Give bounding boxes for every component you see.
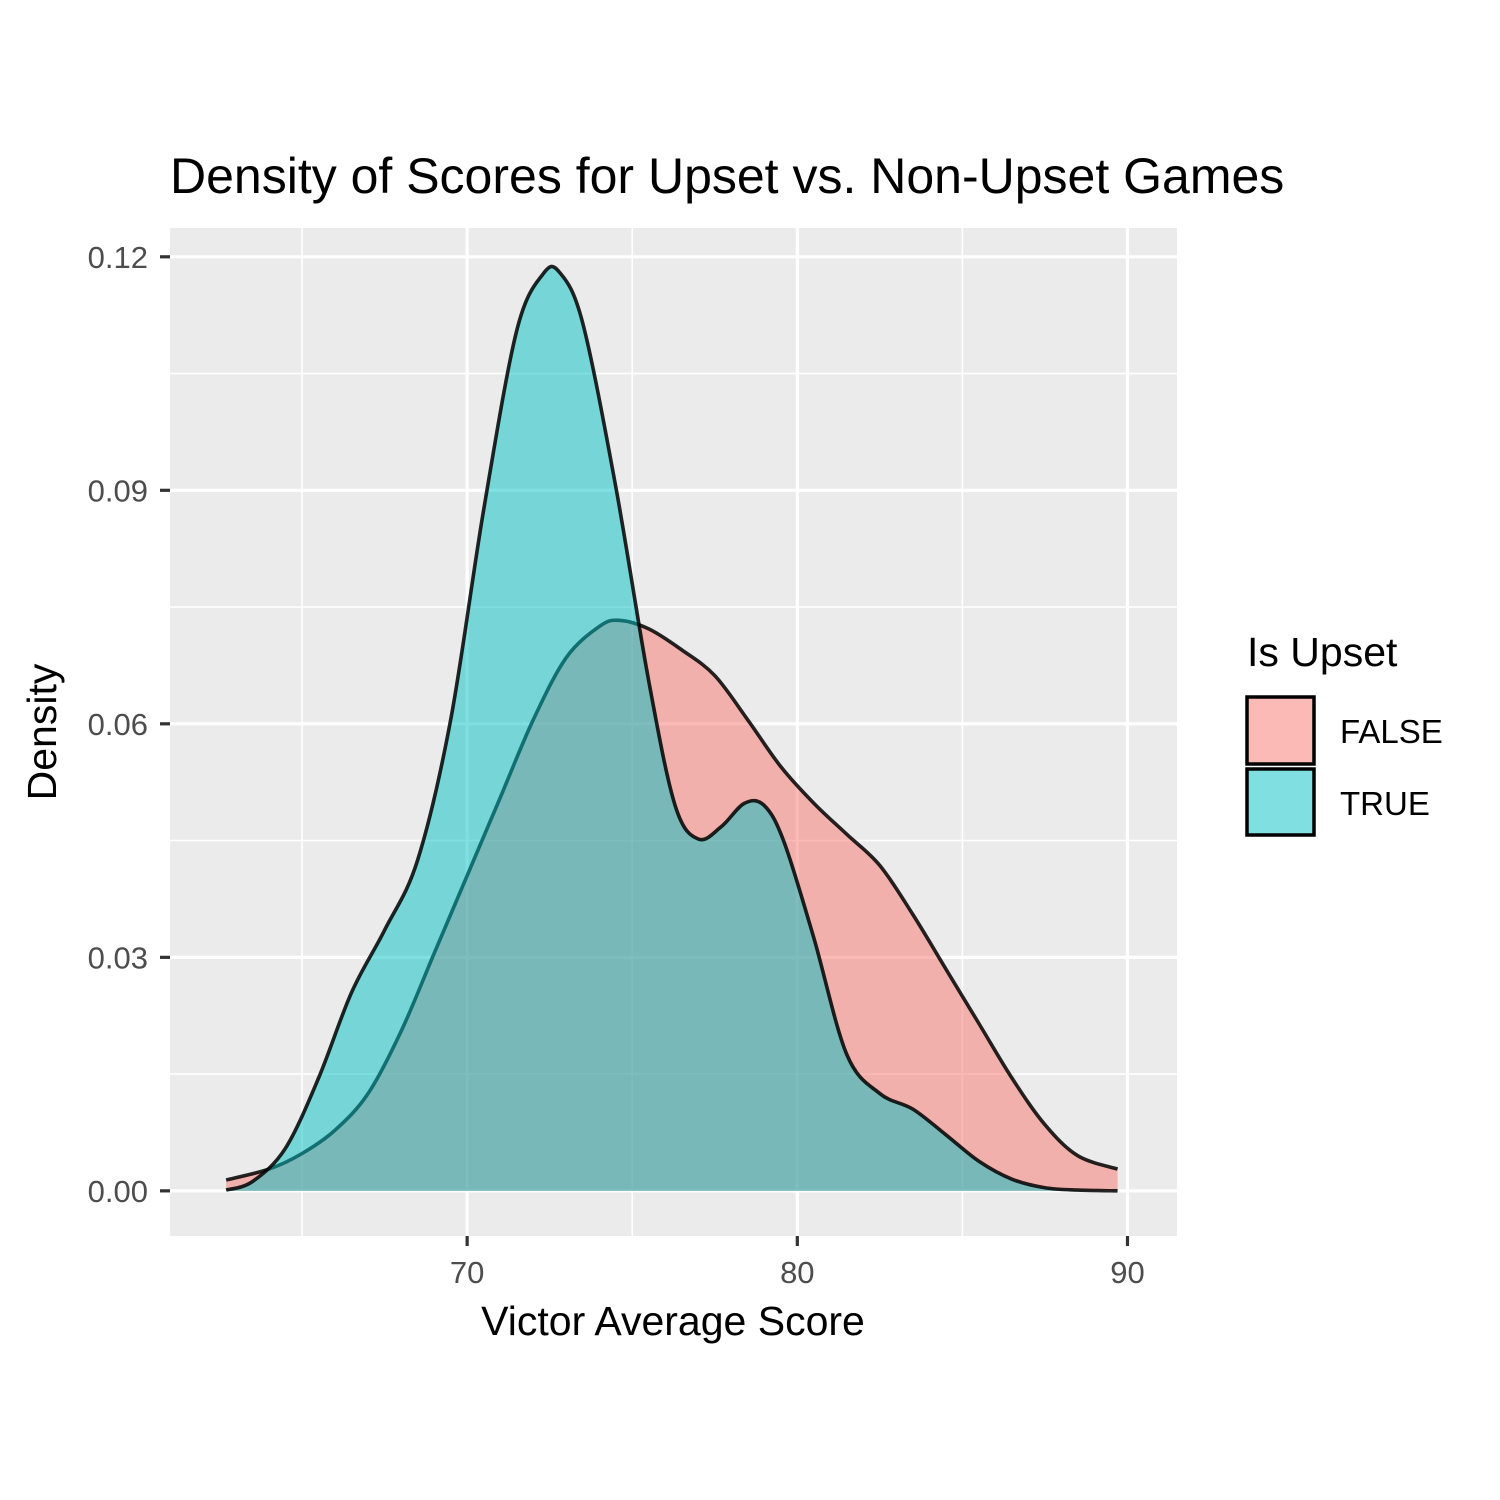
- x-axis: 70 80 90: [450, 1236, 1145, 1290]
- legend-label-true: TRUE: [1340, 785, 1430, 822]
- density-area-true: [226, 266, 1118, 1191]
- x-axis-label: Victor Average Score: [481, 1298, 865, 1344]
- major-gridlines: [170, 228, 1177, 1236]
- legend: Is Upset FALSE TRUE: [1245, 629, 1443, 837]
- x-tick-label: 90: [1110, 1255, 1144, 1290]
- legend-title: Is Upset: [1247, 629, 1398, 675]
- y-axis-label: Density: [19, 663, 65, 800]
- density-areas: [225, 264, 1119, 1193]
- y-tick-label: 0.12: [88, 240, 148, 275]
- legend-key-true: [1245, 767, 1316, 837]
- x-tick-label: 80: [780, 1255, 814, 1290]
- y-axis: 0.00 0.03 0.06 0.09 0.12: [88, 240, 170, 1209]
- legend-key-false: [1245, 695, 1316, 766]
- density-line-true: [225, 264, 1118, 1193]
- y-tick-label: 0.00: [88, 1174, 148, 1209]
- y-tick-label: 0.03: [88, 940, 148, 975]
- y-tick-label: 0.06: [88, 707, 148, 742]
- x-tick-label: 70: [450, 1255, 484, 1290]
- y-tick-label: 0.09: [88, 473, 148, 508]
- legend-label-false: FALSE: [1340, 713, 1443, 750]
- chart-title: Density of Scores for Upset vs. Non-Upse…: [170, 148, 1284, 204]
